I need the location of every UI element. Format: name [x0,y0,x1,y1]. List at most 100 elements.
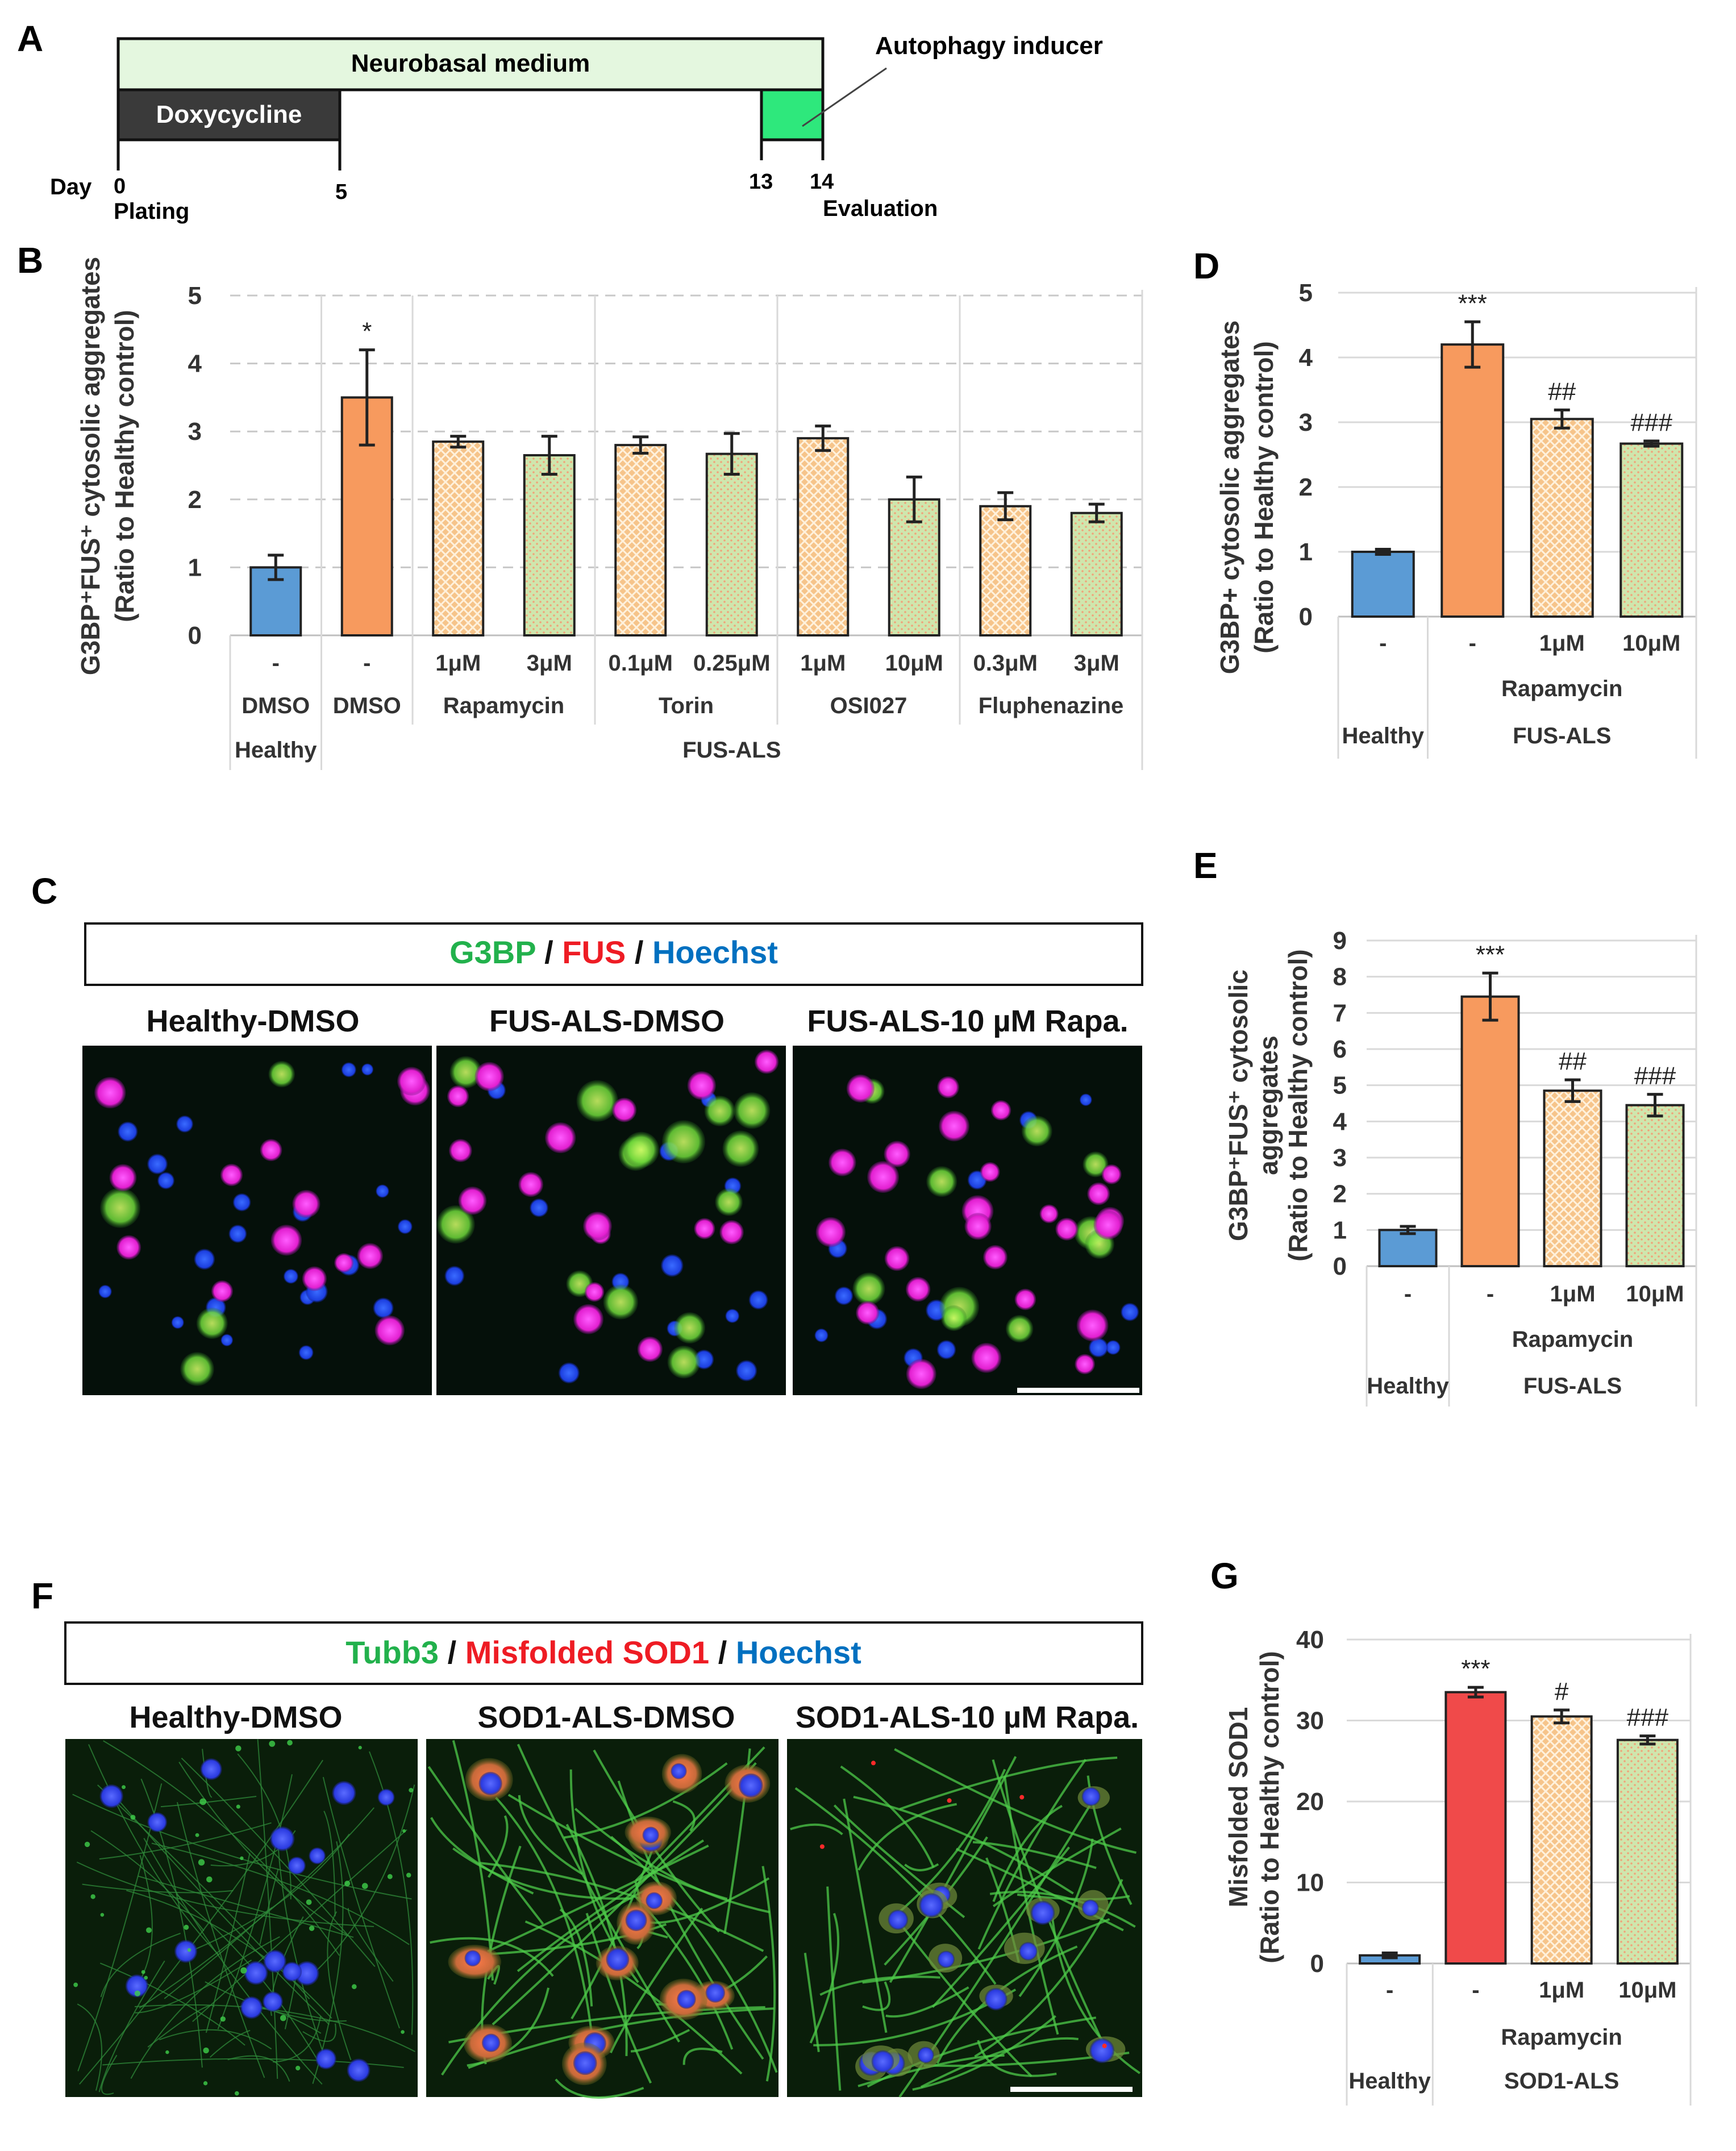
g3bp-aggregate [1021,1116,1052,1147]
neurite [103,1740,340,1956]
category-label: 1μM [1539,631,1585,656]
debris-dot [73,1982,78,1987]
panel-label-a: A [17,18,43,59]
condition-label: FUS-ALS [1513,723,1611,748]
neurite [1018,1838,1094,1998]
fus-nucleus [637,1336,663,1362]
category-label: 10μM [1618,1978,1676,2003]
neurite [487,1844,709,1953]
neurite [492,1762,757,2025]
g3bp-aggregate [100,1188,140,1228]
debris-dot [195,1833,199,1837]
debris-dot [402,1829,406,1833]
neurite [130,1936,280,2079]
nucleus-blue [558,1362,580,1384]
neurite [159,2029,272,2050]
nucleus-blue [244,1961,268,1985]
neurite [327,1911,352,2061]
sod1-puncta [1102,2044,1107,2049]
chart-b: 0 1 2 3 4 5 G3BP⁺FUS⁺ cytosolic aggregates (Rat… [76,257,1143,770]
neurite [139,1807,374,2009]
fus-nucleus [302,1266,327,1291]
micrograph-healthy-dmso [82,1046,432,1395]
debris-dot [220,2016,226,2022]
nucleus-blue [464,1950,481,1967]
neurite [495,1796,594,2041]
fus-nucleus [1055,1217,1079,1241]
debris-dot [84,1841,90,1848]
y-tick-label: 6 [1333,1035,1347,1063]
neurite [126,1890,332,2019]
category-label: - [1404,1282,1412,1307]
debris-dot [387,1874,393,1879]
bar [523,454,576,636]
nucleus-blue [157,1172,175,1189]
neurite [920,2037,1079,2088]
medium-label: Neurobasal medium [351,49,590,77]
g3bp-aggregate [852,1272,885,1305]
nucleus-blue [294,1961,319,1986]
y-tick-label: 2 [188,486,202,514]
neurite [518,1795,584,1875]
y-tick-label: 2 [1333,1180,1347,1208]
day-label: Day [50,174,92,199]
nucleus-blue [677,1990,696,2009]
day-0-label: 0 [114,174,126,198]
panel-label-b: B [17,240,43,281]
neurite [369,1751,414,2035]
bar [1378,1229,1438,1267]
neurite [488,1815,509,1878]
stain-legend-f-text: Tubb3 / Misfolded SOD1 / Hoechst [345,1634,861,1670]
neurite [630,2029,690,2053]
neurite [277,1834,325,2057]
significance-label: *** [1458,289,1487,317]
nucleus-blue [397,1219,413,1234]
neurite [72,1794,412,1900]
neurite [77,2003,102,2091]
fus-nucleus [1087,1182,1110,1205]
debris-dot [198,1859,205,1866]
nucleus-blue [298,1345,314,1361]
fus-nucleus [829,1149,856,1176]
nucleus-blue [270,1826,295,1852]
neurite [826,1886,842,2091]
category-label: 1μM [1539,1978,1584,2003]
bar [705,452,758,637]
legend-sep-4: / [709,1634,736,1670]
debris-dot [287,1740,293,1746]
y-axis-title: Misfolded SOD1 [1223,1707,1253,1908]
category-label: - [1487,1282,1494,1307]
category-label: 0.1μM [609,651,673,676]
nucleus-blue [228,1225,247,1243]
nucleus-blue [1030,1900,1055,1925]
nucleus-blue [481,2033,501,2052]
fus-nucleus [1075,1354,1095,1375]
neurite [135,1959,252,2013]
fus-nucleus [518,1172,544,1197]
neurite [972,1841,1097,1869]
group-label: DMSO [242,693,310,718]
fus-nucleus [397,1067,426,1096]
nucleus-blue [220,1334,234,1347]
nucleus-blue [309,1847,326,1865]
significance-label: # [1555,1678,1569,1705]
nucleus-blue [705,1983,725,2003]
fus-nucleus [458,1187,487,1215]
nucleus-blue [646,1892,663,1909]
debris-dot [409,1788,414,1793]
neurite [178,1762,349,1937]
y-tick-label: 3 [188,418,202,446]
g3bp-aggregate [180,1352,214,1386]
debris-dot [269,1740,276,1747]
neurite [794,1787,997,1985]
debris-dot [240,1967,247,1974]
nucleus-blue [315,2048,337,2070]
nucleus-blue [232,1193,251,1212]
neurite [862,1981,891,2011]
nucleus-blue [376,1184,389,1198]
condition-label: FUS-ALS [682,738,781,763]
g3bp-aggregate [704,1096,735,1126]
neurite [430,1817,534,1895]
bar [1543,1089,1602,1267]
neurite [348,1908,394,1982]
